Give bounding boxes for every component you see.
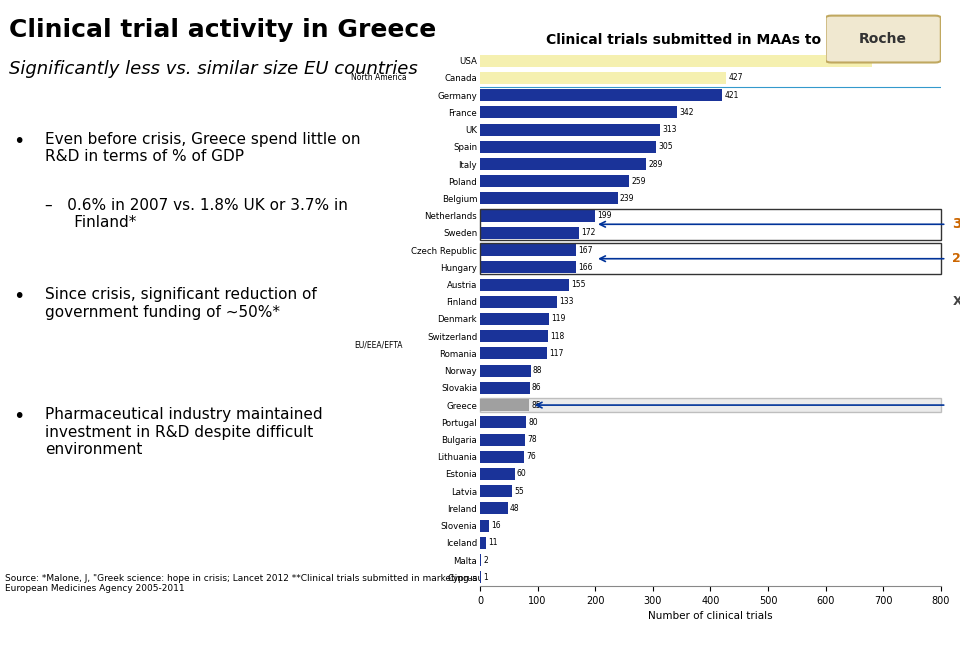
Bar <box>480 210 594 222</box>
Text: 313: 313 <box>662 125 677 134</box>
Bar <box>480 141 656 153</box>
Bar <box>480 434 525 445</box>
X-axis label: Number of clinical trials: Number of clinical trials <box>648 611 773 621</box>
Text: 11: 11 <box>489 538 498 547</box>
Bar <box>480 243 941 274</box>
Bar <box>480 554 481 566</box>
Text: North America: North America <box>350 74 406 83</box>
Bar <box>480 158 646 170</box>
Text: 2: 2 <box>484 555 489 564</box>
Text: 55: 55 <box>514 487 524 495</box>
Text: 133: 133 <box>559 298 573 306</box>
Bar <box>480 72 726 84</box>
Bar <box>480 209 941 240</box>
Bar <box>480 313 548 325</box>
Text: 78: 78 <box>527 435 537 444</box>
FancyBboxPatch shape <box>826 16 941 62</box>
Text: Pharmaceutical industry maintained
investment in R&D despite difficult
environme: Pharmaceutical industry maintained inves… <box>45 408 323 457</box>
Text: •: • <box>13 288 25 307</box>
Text: 259: 259 <box>632 176 646 186</box>
Text: 172: 172 <box>582 229 596 238</box>
Bar <box>480 193 617 204</box>
Bar <box>480 416 526 428</box>
Text: Roche: Roche <box>859 32 907 46</box>
Text: 86: 86 <box>532 383 541 393</box>
Text: 239: 239 <box>620 194 635 203</box>
Text: EU/EEA/EFTA: EU/EEA/EFTA <box>354 340 403 350</box>
Bar <box>480 365 531 377</box>
Bar <box>480 537 487 549</box>
Text: 166: 166 <box>578 263 592 272</box>
Bar <box>480 399 529 411</box>
Text: 421: 421 <box>725 90 739 100</box>
Text: 155: 155 <box>571 280 587 289</box>
Bar <box>480 330 548 342</box>
Text: Significantly less vs. similar size EU countries: Significantly less vs. similar size EU c… <box>9 60 418 78</box>
Text: Since crisis, significant reduction of
government funding of ~50%*: Since crisis, significant reduction of g… <box>45 288 317 320</box>
Text: 80: 80 <box>528 418 538 427</box>
Bar <box>480 279 569 290</box>
Bar <box>480 55 873 66</box>
Text: 305: 305 <box>658 143 673 151</box>
Bar <box>480 450 524 463</box>
Text: 118: 118 <box>550 332 564 340</box>
Bar <box>480 503 508 514</box>
Bar <box>480 227 579 239</box>
Bar <box>480 296 557 308</box>
Bar <box>480 468 515 480</box>
Text: •: • <box>13 132 25 151</box>
Bar <box>480 106 677 118</box>
Bar <box>480 485 512 497</box>
Bar <box>480 244 576 256</box>
Text: Clinical trial activity in Greece: Clinical trial activity in Greece <box>9 18 436 42</box>
Text: X: X <box>952 296 960 309</box>
Bar <box>480 124 660 135</box>
Text: –   0.6% in 2007 vs. 1.8% UK or 3.7% in
      Finland*: – 0.6% in 2007 vs. 1.8% UK or 3.7% in Fi… <box>45 198 348 230</box>
Text: 167: 167 <box>579 245 593 255</box>
Text: 1: 1 <box>483 573 488 582</box>
Text: Source: *Malone, J, "Greek science: hope in crisis; Lancet 2012 **Clinical trial: Source: *Malone, J, "Greek science: hope… <box>5 574 619 593</box>
Text: 119: 119 <box>551 314 565 324</box>
Text: 427: 427 <box>729 74 743 83</box>
Bar <box>480 89 723 101</box>
Text: 342: 342 <box>680 108 694 117</box>
Text: 117: 117 <box>550 349 564 358</box>
Text: 2×: 2× <box>952 252 960 265</box>
Text: 289: 289 <box>649 159 663 169</box>
Text: 16: 16 <box>492 521 501 530</box>
Text: 60: 60 <box>516 469 527 478</box>
Bar <box>480 261 576 273</box>
Text: 48: 48 <box>510 504 519 513</box>
Text: 199: 199 <box>597 211 612 220</box>
Bar <box>480 348 547 359</box>
Text: 85: 85 <box>531 400 540 409</box>
Text: 3: 3 <box>952 217 960 231</box>
Bar <box>480 398 941 412</box>
Text: Even before crisis, Greece spend little on
R&D in terms of % of GDP: Even before crisis, Greece spend little … <box>45 132 361 164</box>
Text: 76: 76 <box>526 452 536 462</box>
Text: •: • <box>13 408 25 426</box>
Bar <box>480 382 530 394</box>
Bar <box>480 175 629 187</box>
Bar <box>480 519 490 532</box>
Title: Clinical trials submitted in MAAs to EMA**: Clinical trials submitted in MAAs to EMA… <box>546 33 875 47</box>
Text: 88: 88 <box>533 366 542 375</box>
Text: 681: 681 <box>875 56 889 65</box>
